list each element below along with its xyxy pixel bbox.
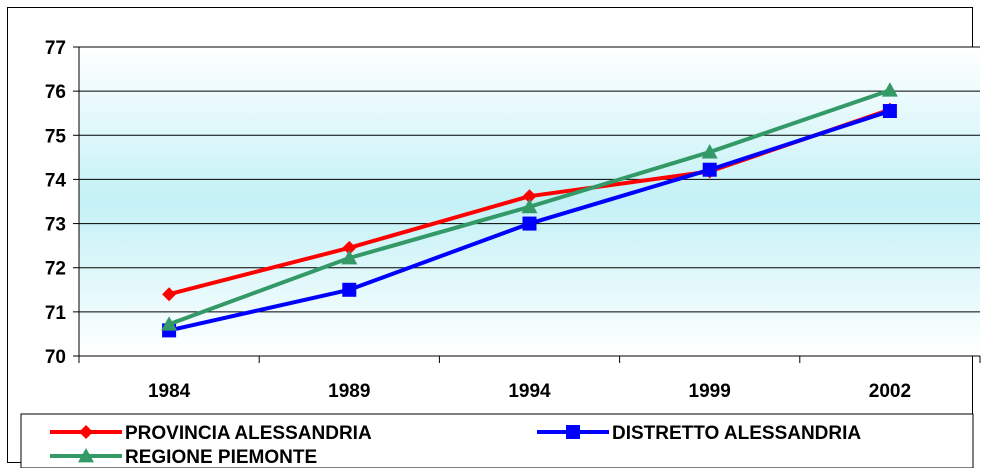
legend-label: PROVINCIA ALESSANDRIA (125, 423, 372, 444)
y-tick-label: 76 (45, 82, 66, 103)
data-point (882, 104, 897, 119)
legend-marker (566, 425, 580, 439)
x-tick-label: 1989 (328, 381, 370, 402)
data-point (522, 216, 537, 231)
data-point (162, 287, 177, 302)
y-tick-label: 72 (45, 259, 66, 280)
data-point (701, 144, 718, 159)
data-point (342, 240, 357, 255)
legend-label: DISTRETTO ALESSANDRIA (612, 423, 861, 444)
y-tick-label: 77 (45, 38, 66, 59)
legend-marker (78, 448, 94, 463)
x-tick-label: 1999 (689, 381, 731, 402)
data-point (341, 250, 358, 265)
data-point (702, 162, 717, 177)
legend-marker (79, 425, 93, 439)
legend-box (20, 413, 974, 468)
y-tick-label: 71 (45, 303, 67, 324)
data-point (521, 198, 538, 214)
x-tick-label: 2002 (869, 381, 911, 402)
data-point (522, 189, 537, 204)
x-tick-label: 1994 (508, 381, 551, 402)
data-point (881, 82, 898, 97)
data-point (342, 282, 357, 297)
y-tick-label: 74 (45, 170, 67, 191)
legend-label: REGIONE PIEMONTE (125, 447, 317, 468)
data-point (161, 316, 178, 331)
y-tick-label: 73 (45, 215, 66, 236)
y-tick-label: 70 (45, 347, 66, 368)
y-tick-label: 75 (45, 126, 67, 147)
x-tick-label: 1984 (148, 381, 191, 402)
